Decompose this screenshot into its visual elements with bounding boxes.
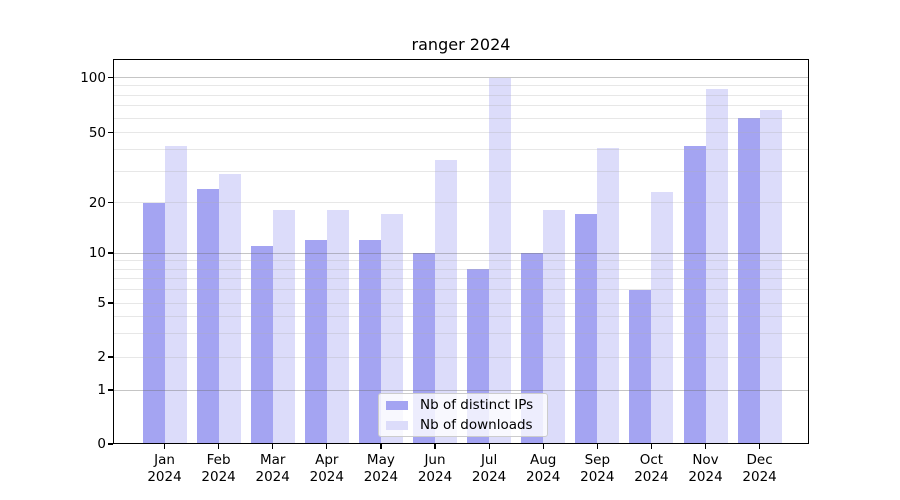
x-tick-label-year: 2024 (363, 468, 399, 485)
x-tick-apr (326, 444, 328, 449)
x-tick-jan (163, 444, 166, 449)
x-tick-oct (650, 444, 653, 449)
y-tick-label-5: 5 (97, 295, 106, 311)
bar-nov-downloads (705, 88, 728, 444)
legend-label: Nb of downloads (420, 416, 533, 433)
y-tick-label-10: 10 (88, 245, 106, 261)
bar-aug-downloads (543, 210, 566, 444)
x-tick-label-mar: Mar 2024 (241, 452, 305, 485)
x-tick-feb (218, 444, 220, 449)
bar-feb-distinct-ips (196, 188, 219, 444)
y-tick-label-0: 0 (97, 436, 106, 452)
legend-swatch-distinct-ips (386, 400, 408, 410)
bar-apr-distinct-ips (304, 239, 327, 444)
bar-mar-distinct-ips (250, 246, 273, 444)
x-tick-dec (759, 444, 761, 449)
x-tick-label-year: 2024 (309, 468, 344, 485)
x-tick-label-jul: Jul 2024 (457, 452, 521, 485)
x-tick-jun (434, 444, 436, 449)
x-tick-label-year: 2024 (201, 468, 236, 485)
x-tick-nov (704, 444, 707, 449)
x-tick-label-year: 2024 (526, 468, 561, 485)
bar-oct-downloads (651, 191, 674, 444)
x-tick-label-may: May 2024 (349, 452, 413, 485)
x-tick-mar (272, 444, 274, 449)
chart-title: ranger 2024 (411, 35, 511, 54)
bar-dec-downloads (759, 110, 782, 444)
y-tick-label-1: 1 (97, 382, 106, 398)
bar-oct-distinct-ips (629, 289, 652, 444)
bar-jan-distinct-ips (142, 202, 165, 444)
legend-item-downloads: Nb of downloads (386, 417, 540, 434)
y-tick-20 (108, 202, 113, 204)
legend: Nb of distinct IPs Nb of downloads (378, 393, 548, 437)
bar-jan-downloads (164, 145, 187, 444)
x-tick-label-aug: Aug 2024 (511, 452, 575, 485)
x-tick-label-apr: Apr 2024 (295, 452, 359, 485)
x-tick-aug (542, 444, 544, 449)
x-tick-label-year: 2024 (255, 468, 290, 485)
legend-label: Nb of distinct IPs (420, 396, 534, 413)
legend-item-distinct-ips: Nb of distinct IPs (386, 397, 540, 414)
y-tick-5 (108, 302, 113, 304)
x-tick-jul (488, 444, 490, 449)
x-tick-label-year: 2024 (147, 468, 182, 485)
x-tick-sep (596, 444, 598, 449)
x-tick-label-year: 2024 (742, 468, 777, 485)
y-tick-2 (108, 356, 113, 358)
x-tick-label-year: 2024 (580, 468, 615, 485)
bar-sep-distinct-ips (575, 214, 598, 444)
bar-mar-downloads (272, 210, 295, 444)
bar-jun-downloads (435, 159, 457, 444)
y-tick-label-100: 100 (80, 69, 106, 86)
y-tick-label-50: 50 (88, 124, 106, 141)
x-tick-may (380, 444, 382, 449)
y-tick-50 (108, 131, 113, 134)
x-tick-label-dec: Dec 2024 (728, 452, 792, 485)
x-tick-label-year: 2024 (471, 468, 507, 485)
y-tick-100 (108, 76, 113, 79)
x-tick-label-sep: Sep 2024 (565, 452, 629, 485)
bar-dec-distinct-ips (737, 118, 760, 444)
y-tick-label-20: 20 (88, 194, 106, 211)
y-tick-10 (108, 252, 113, 254)
x-tick-label-oct: Oct 2024 (619, 452, 683, 485)
bar-nov-distinct-ips (683, 145, 706, 444)
y-tick-label-2: 2 (97, 349, 106, 365)
bar-jul-downloads (489, 77, 512, 444)
x-tick-label-year: 2024 (417, 468, 453, 485)
bar-may-downloads (380, 214, 403, 444)
legend-swatch-downloads (386, 420, 408, 430)
x-tick-label-jun: Jun 2024 (403, 452, 467, 485)
y-tick-1 (108, 389, 113, 391)
bar-feb-downloads (218, 174, 241, 444)
y-tick-0 (108, 443, 113, 445)
x-tick-label-nov: Nov 2024 (674, 452, 738, 485)
bar-apr-downloads (326, 210, 349, 444)
x-tick-label-year: 2024 (688, 468, 723, 485)
bar-may-distinct-ips (358, 239, 381, 444)
x-tick-label-jan: Jan 2024 (133, 452, 197, 485)
x-tick-label-year: 2024 (634, 468, 669, 485)
bar-sep-downloads (597, 147, 620, 444)
x-tick-label-feb: Feb 2024 (187, 452, 251, 485)
